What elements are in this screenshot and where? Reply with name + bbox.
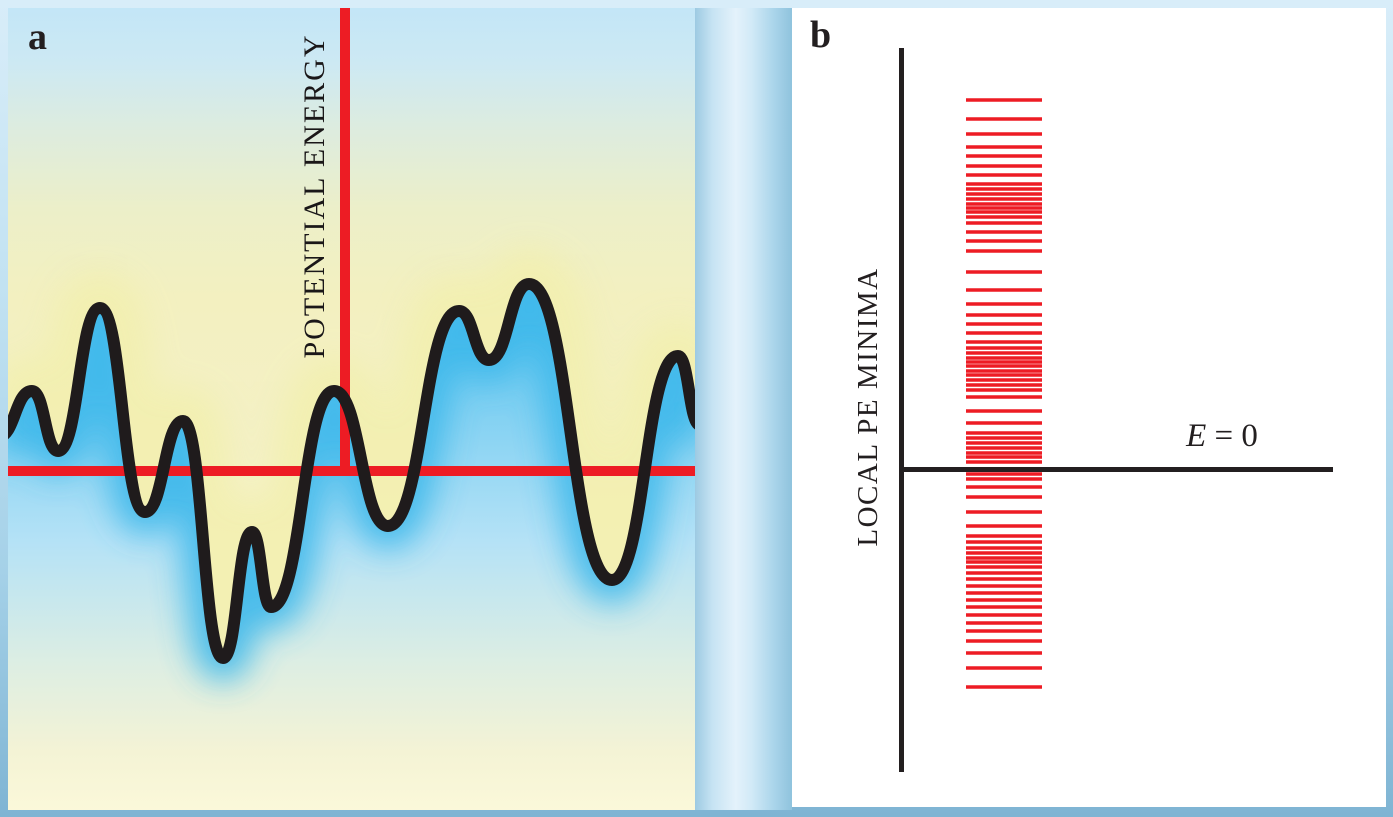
e-symbol: E: [1186, 418, 1207, 454]
minima-vertical-axis: [899, 48, 904, 772]
panel-b-letter: b: [810, 14, 832, 56]
zero-energy-axis: [8, 466, 695, 476]
local-pe-minima-axis-label: LOCAL PE MINIMA: [852, 267, 884, 547]
panel-b-minima-spectrum: b LOCAL PE MINIMA E = 0: [792, 8, 1386, 807]
potential-energy-axis-label: POTENTIAL ENERGY: [298, 33, 331, 358]
equals-zero-text: = 0: [1206, 418, 1258, 454]
panel-a-letter: a: [28, 16, 47, 58]
e-equals-zero-label: E = 0: [1142, 418, 1302, 455]
potential-energy-curve: [8, 278, 695, 664]
panel-a-landscape: POTENTIAL ENERGY a: [8, 8, 695, 810]
energy-levels: [966, 98, 1042, 689]
landscape-svg: POTENTIAL ENERGY: [8, 8, 695, 810]
e-equals-zero-line: [903, 467, 1333, 472]
potential-energy-axis: [340, 8, 350, 476]
panel-separator-band: [695, 8, 792, 810]
